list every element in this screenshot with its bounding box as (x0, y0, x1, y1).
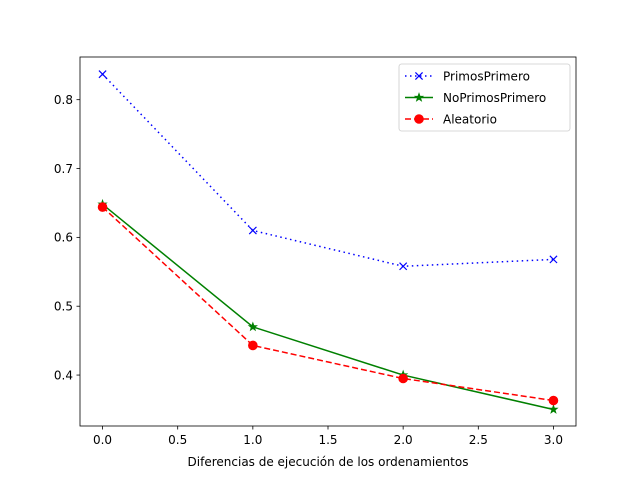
legend-label-primosprimero: PrimosPrimero (443, 69, 530, 83)
legend-entry-noprimosprimero: NoPrimosPrimero (405, 91, 546, 105)
data-point-aleatorio (398, 373, 408, 384)
legend-box (398, 63, 571, 132)
x-tick-label: 1.0 (243, 433, 262, 447)
legend-marker-aleatorio (414, 114, 424, 124)
series-aleatorio (97, 202, 559, 406)
x-marker-stroke (248, 226, 257, 235)
x-tick-label: 3.0 (544, 433, 563, 447)
data-point-aleatorio (97, 202, 108, 212)
data-point-aleatorio (248, 340, 258, 351)
data-point-primosprimero (248, 226, 257, 235)
y-tick-label: 0.8 (54, 93, 73, 107)
series-layer (97, 70, 559, 414)
x-marker-stroke (399, 262, 408, 271)
x-marker-stroke (414, 71, 424, 81)
legend-label-aleatorio: Aleatorio (443, 112, 497, 126)
legend-marker-primosprimero (414, 71, 424, 81)
series-primosprimero (98, 70, 558, 271)
x-tick-label: 1.5 (318, 433, 337, 447)
data-point-primosprimero (399, 262, 408, 271)
legend-entry-primosprimero: PrimosPrimero (405, 69, 530, 83)
axes-layer: 0.0 0.5 1.0 1.5 2.0 2.5 3.0 0.4 0.5 0.6 0.7 0.8 (54, 56, 577, 447)
data-point-noprimosprimero (247, 321, 258, 332)
x-tick-label: 0.0 (93, 433, 112, 447)
y-tick-label: 0.7 (54, 162, 73, 176)
y-tick-label: 0.4 (54, 368, 73, 382)
legend-label-noprimosprimero: NoPrimosPrimero (443, 91, 546, 105)
x-marker-stroke (549, 255, 558, 264)
x-tick-label: 2.5 (469, 433, 488, 447)
legend: PrimosPrimero NoPrimosPrimero Aleatorio (398, 63, 571, 132)
series-line-noprimosprimero (102, 203, 554, 411)
data-point-primosprimero (98, 70, 107, 79)
data-point-aleatorio (548, 395, 559, 406)
x-axis-label: Diferencias de ejecución de los ordenami… (188, 455, 469, 469)
legend-entry-aleatorio: Aleatorio (405, 112, 497, 126)
series-line-aleatorio (102, 206, 554, 402)
y-tick-label: 0.6 (54, 231, 73, 245)
data-point-noprimosprimero (548, 404, 559, 414)
y-tick-label: 0.5 (54, 300, 73, 314)
legend-marker-noprimosprimero (413, 92, 425, 102)
x-marker-stroke (98, 70, 107, 79)
x-tick-label: 2.0 (394, 433, 413, 447)
x-tick-label: 0.5 (168, 433, 187, 447)
data-point-primosprimero (549, 255, 558, 264)
